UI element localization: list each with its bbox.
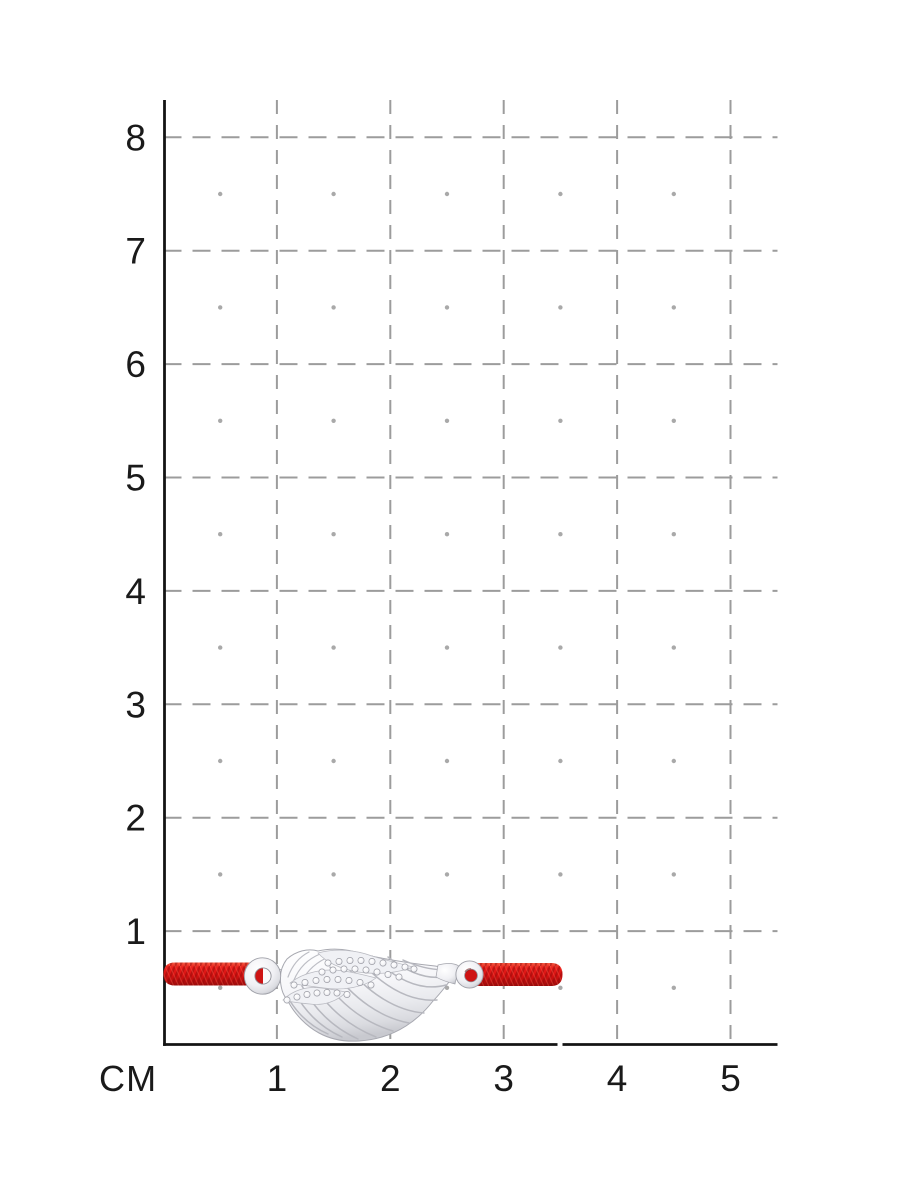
red-cord-left: [163, 962, 265, 986]
half-cm-dot: [671, 645, 676, 650]
y-tick-label: 7: [125, 231, 146, 272]
x-tick-label: 1: [267, 1058, 288, 1099]
pave-stone: [390, 961, 398, 969]
pave-stone: [283, 996, 291, 1004]
half-cm-dot: [671, 758, 676, 764]
half-cm-dot: [671, 418, 676, 423]
half-cm-dot: [671, 305, 676, 310]
half-cm-dot: [671, 872, 676, 877]
pave-stone: [329, 966, 337, 974]
half-cm-dot: [331, 758, 336, 764]
half-cm-dot: [331, 872, 336, 877]
y-tick-label: 5: [125, 458, 146, 499]
pave-stone: [373, 968, 381, 976]
y-tick-label: 8: [125, 117, 146, 158]
x-tick-label: 2: [380, 1058, 401, 1099]
half-cm-dot: [218, 418, 223, 423]
half-cm-dot: [331, 645, 336, 650]
half-cm-dot: [218, 532, 223, 537]
half-cm-dot: [444, 532, 450, 537]
y-tick-label: 6: [125, 344, 146, 385]
half-cm-dot: [218, 985, 223, 990]
half-cm-dot: [331, 532, 336, 537]
pave-stone: [313, 989, 321, 997]
pave-stone: [379, 959, 387, 967]
half-cm-dot: [331, 305, 336, 310]
half-cm-dot: [558, 872, 563, 877]
half-cm-dot: [218, 758, 223, 764]
pave-stone: [345, 977, 353, 984]
pave-stone: [340, 965, 348, 973]
pave-stone: [384, 971, 392, 978]
half-cm-dot: [558, 191, 563, 197]
pave-stone: [312, 977, 320, 984]
half-cm-dot: [558, 418, 563, 423]
half-cm-dot: [218, 645, 223, 650]
pave-stone: [303, 991, 311, 998]
pave-stone: [335, 958, 343, 965]
half-cm-dot: [558, 532, 563, 537]
half-cm-dot: [331, 418, 336, 423]
pave-stone: [362, 966, 370, 974]
half-cm-dot: [444, 418, 450, 423]
pave-stone: [290, 981, 298, 989]
pave-stone: [323, 976, 331, 983]
half-cm-dot: [218, 305, 223, 310]
half-cm-dot: [444, 191, 450, 197]
pave-stone: [395, 973, 403, 981]
pave-stone: [401, 963, 409, 971]
pave-stone: [357, 957, 365, 964]
pave-stone: [333, 989, 341, 997]
y-tick-label: 2: [125, 798, 146, 839]
half-cm-dot: [444, 645, 450, 650]
x-tick-label: 5: [720, 1058, 741, 1099]
half-cm-dot: [444, 758, 450, 764]
pave-stone: [368, 958, 376, 965]
y-axis-labels: 8 7 6 5 4 3 2 1: [125, 117, 146, 952]
bracelet-photo: [163, 948, 563, 1042]
pave-stone: [356, 979, 364, 986]
pave-stones: [283, 957, 418, 1004]
pave-stone: [323, 989, 331, 996]
pave-stone: [293, 993, 301, 1001]
pave-stone: [318, 968, 326, 976]
ruler-axes: [163, 100, 778, 1046]
half-cm-dot: [331, 191, 336, 197]
half-cm-dot: [671, 985, 676, 990]
half-cm-dot: [218, 191, 223, 197]
pave-stone: [351, 965, 359, 973]
pave-stone: [334, 976, 342, 983]
pave-stone: [301, 979, 309, 986]
ruler-grid: [163, 100, 778, 1043]
half-cm-dot: [558, 305, 563, 310]
half-cm-dot: [444, 872, 450, 877]
cord-loop-left: [243, 957, 282, 995]
half-cm-dot: [558, 758, 563, 764]
pave-stone: [410, 965, 418, 973]
x-tick-label: 3: [493, 1058, 514, 1099]
cord-loop-right: [435, 960, 484, 989]
x-axis-labels: СМ 1 2 3 4 5: [99, 1058, 741, 1099]
half-cm-dot: [558, 985, 563, 990]
pave-stone: [346, 957, 354, 964]
half-cm-dot: [218, 872, 223, 877]
y-tick-label: 4: [125, 571, 146, 612]
y-tick-label: 1: [125, 911, 146, 952]
half-cm-dot: [558, 645, 563, 650]
y-tick-label: 3: [125, 684, 146, 725]
x-tick-label: 4: [607, 1058, 628, 1099]
red-cord-right: [477, 963, 563, 986]
half-cm-dot: [671, 191, 676, 197]
unit-label: СМ: [99, 1058, 158, 1099]
half-cm-dot: [671, 532, 676, 537]
pave-stone: [324, 959, 332, 967]
pave-stone: [343, 991, 351, 998]
half-cm-dot: [444, 305, 450, 310]
angel-wing-charm: [279, 948, 453, 1042]
pave-stone: [367, 981, 375, 989]
